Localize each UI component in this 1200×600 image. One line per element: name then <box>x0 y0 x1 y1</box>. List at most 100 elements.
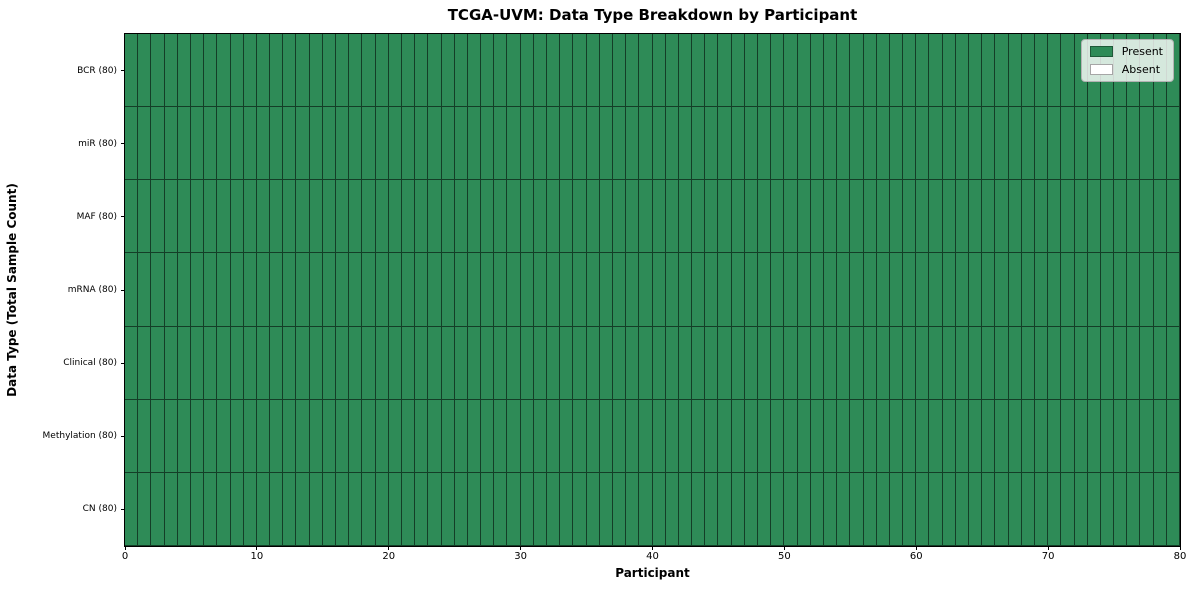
y-tick-label: mRNA (80) <box>67 285 117 295</box>
heatmap-cell <box>969 34 983 108</box>
heatmap-cell <box>612 34 627 108</box>
heatmap-cell <box>1021 472 1035 546</box>
heatmap-cell <box>1008 326 1022 400</box>
heatmap-cell <box>454 107 468 181</box>
plot-area: BCR (80) miR (80) MAF (80) mRNA (80) Clinica… <box>43 33 1186 562</box>
heatmap-cell <box>138 326 152 400</box>
heatmap-cell <box>467 326 482 400</box>
heatmap-cell <box>969 399 983 473</box>
heatmap-cell <box>1100 399 1115 473</box>
heatmap-cell <box>547 34 561 108</box>
heatmap-cell <box>823 107 838 181</box>
heatmap-cell <box>771 399 785 473</box>
heatmap-cell <box>164 253 178 327</box>
heatmap-cell <box>586 326 600 400</box>
heatmap-cell <box>547 253 561 327</box>
heatmap-cell <box>639 472 653 546</box>
heatmap-cell <box>283 34 297 108</box>
heatmap-cell <box>837 107 851 181</box>
heatmap-cell <box>481 472 495 546</box>
heatmap-cell <box>1166 399 1180 473</box>
heatmap-cell <box>349 399 363 473</box>
heatmap-cell <box>1114 180 1128 254</box>
heatmap-cell <box>494 253 508 327</box>
heatmap-cell <box>1153 253 1167 327</box>
heatmap-cell <box>876 399 890 473</box>
heatmap-cell <box>744 34 758 108</box>
heatmap-cell <box>467 107 482 181</box>
heatmap-cell <box>942 180 956 254</box>
heatmap-cell <box>283 472 297 546</box>
heatmap-cell <box>520 253 534 327</box>
heatmap-cell <box>349 472 363 546</box>
heatmap-cell <box>612 399 627 473</box>
heatmap-cell <box>309 472 323 546</box>
heatmap-cell <box>204 399 218 473</box>
heatmap-cell <box>758 107 772 181</box>
x-tick-mark <box>520 546 522 550</box>
heatmap-cell <box>151 399 165 473</box>
heatmap-cell <box>665 180 679 254</box>
heatmap-cell <box>692 107 706 181</box>
heatmap-cell <box>837 34 851 108</box>
heatmap-cell <box>758 326 772 400</box>
heatmap-cell <box>771 34 785 108</box>
heatmap-cell <box>560 180 574 254</box>
heatmap-cell <box>744 472 758 546</box>
heatmap-cell <box>955 107 969 181</box>
heatmap-cell <box>336 326 350 400</box>
heatmap-cell <box>652 180 666 254</box>
heatmap-cell <box>190 34 205 108</box>
heatmap-cell <box>982 399 996 473</box>
heatmap-cell <box>612 180 627 254</box>
heatmap-cell <box>837 472 851 546</box>
heatmap-cell <box>296 180 310 254</box>
heatmap-cell <box>270 326 284 400</box>
heatmap-cell <box>415 326 429 400</box>
heatmap-cell <box>784 472 798 546</box>
heatmap-cell <box>560 34 574 108</box>
heatmap-cell <box>415 107 429 181</box>
heatmap-cell <box>1021 399 1035 473</box>
heatmap-cell <box>336 472 350 546</box>
heatmap-cell <box>217 326 231 400</box>
x-tick-label: 60 <box>909 551 923 562</box>
heatmap-cell <box>507 399 521 473</box>
heatmap-cell <box>718 180 732 254</box>
heatmap-cell <box>454 253 468 327</box>
heatmap-cell <box>969 472 983 546</box>
legend: Present Absent <box>1080 39 1174 82</box>
heatmap-cell <box>797 253 811 327</box>
heatmap-cell <box>863 472 877 546</box>
heatmap-cell <box>731 326 745 400</box>
heatmap-cell <box>1114 326 1128 400</box>
heatmap-cell <box>230 399 244 473</box>
heatmap-cell <box>810 34 824 108</box>
heatmap-cell <box>190 253 205 327</box>
heatmap-cell <box>1021 180 1035 254</box>
heatmap-cell <box>415 399 429 473</box>
heatmap-cell <box>758 34 772 108</box>
heatmap-cell <box>665 107 679 181</box>
heatmap-cell <box>164 34 178 108</box>
heatmap-cell <box>1008 34 1022 108</box>
heatmap-cell <box>1166 253 1180 327</box>
heatmap-cell <box>771 472 785 546</box>
heatmap-cell <box>467 34 482 108</box>
heatmap-cell <box>1140 399 1154 473</box>
x-tick-mark <box>124 546 126 550</box>
heatmap-cell <box>837 180 851 254</box>
heatmap-cell <box>876 253 890 327</box>
heatmap-cell <box>626 326 640 400</box>
heatmap-cell <box>678 326 693 400</box>
x-tick-mark <box>388 546 390 550</box>
heatmap-cell <box>296 399 310 473</box>
y-tick-mark <box>121 362 125 364</box>
y-tick-label: miR (80) <box>78 138 117 149</box>
heatmap-cell <box>823 326 838 400</box>
heatmap-cell <box>969 326 983 400</box>
heatmap-cell <box>916 180 930 254</box>
heatmap-cell <box>441 399 455 473</box>
heatmap-cell <box>125 34 139 108</box>
heatmap-cell <box>296 107 310 181</box>
